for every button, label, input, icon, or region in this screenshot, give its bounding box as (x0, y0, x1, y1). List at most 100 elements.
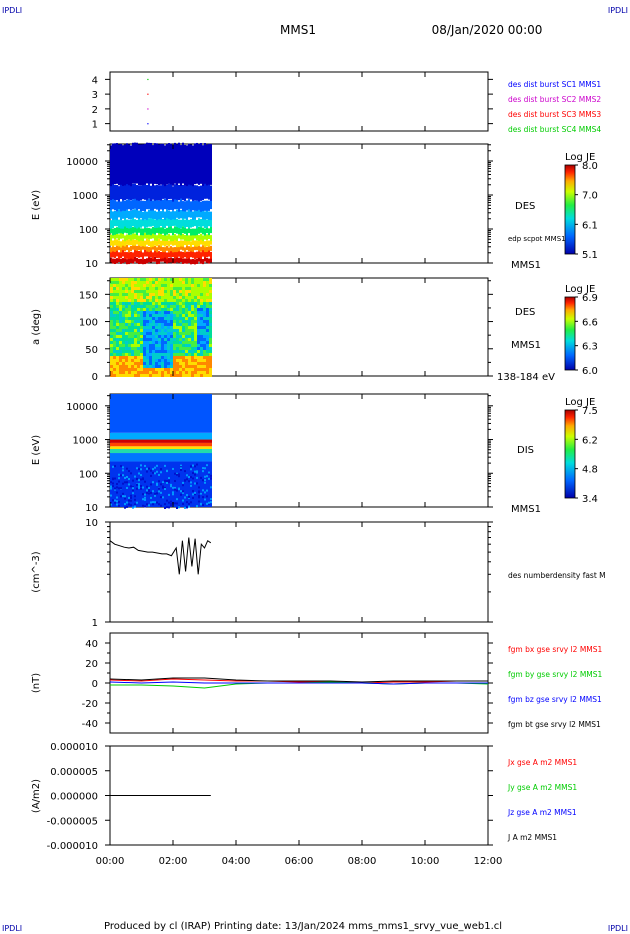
pitch-cell (182, 332, 185, 335)
pitch-cell (158, 281, 161, 284)
spectrogram-cell (198, 432, 200, 440)
pitch-cell (134, 353, 137, 356)
pitch-cell (161, 371, 164, 374)
pitch-cell (167, 317, 170, 320)
pitch-cell (131, 287, 134, 290)
spectrogram-cell (148, 247, 150, 253)
pitch-cell (203, 353, 206, 356)
pitch-cell (155, 296, 158, 299)
pitch-cell (146, 368, 149, 371)
pitch-cell (137, 347, 140, 350)
pitch-cell (158, 290, 161, 293)
spectrogram-cell (132, 239, 134, 246)
spectrogram-speckle (132, 489, 134, 492)
pitch-cell (128, 311, 131, 314)
spectrogram-cell (142, 442, 144, 447)
pitch-cell (122, 308, 125, 311)
pitch-cell (167, 359, 170, 362)
spectrogram-speckle (126, 505, 128, 508)
pitch-cell (110, 317, 113, 320)
spectrogram-cell (190, 432, 192, 440)
pitch-cell (179, 311, 182, 314)
spectrogram-cell (144, 461, 146, 507)
pitch-cell (173, 353, 176, 356)
spectrogram-speckle (120, 474, 122, 477)
pitch-cell (197, 308, 200, 311)
spectrogram-speckle (146, 470, 148, 473)
pitch-cell (149, 341, 152, 344)
spectrogram-cell (162, 432, 164, 440)
pitch-cell (122, 353, 125, 356)
dis-energy-sc: MMS1 (511, 504, 541, 515)
spectrogram-speckle (178, 488, 180, 491)
spectrogram-cell (152, 442, 154, 447)
pitch-cell (125, 356, 128, 359)
spectrogram-cell (140, 453, 142, 462)
pitch-cell (173, 302, 176, 305)
pitch-cell (110, 362, 113, 365)
pitch-cell (122, 281, 125, 284)
pitch-cell (116, 323, 119, 326)
pitch-cell (113, 356, 116, 359)
spectrogram-cell (190, 442, 192, 447)
pitch-cell (188, 281, 191, 284)
pitch-cell (116, 332, 119, 335)
pitch-cell (131, 359, 134, 362)
pitch-cell (134, 338, 137, 341)
pitch-cell (182, 365, 185, 368)
spectrogram-speckle (198, 486, 200, 489)
pitch-cell (116, 314, 119, 317)
spectrogram-cell (206, 183, 208, 199)
spectrogram-cell (128, 442, 130, 447)
spectrogram-cell (166, 448, 168, 454)
spectrogram-cell (174, 439, 176, 443)
pitch-cell (206, 344, 209, 347)
spectrogram-cell (144, 143, 146, 185)
spectrogram-cell (130, 439, 132, 443)
spectrogram-speckle (174, 486, 176, 489)
pitch-cell (170, 281, 173, 284)
xtick-label: 06:00 (285, 856, 314, 867)
pitch-cell (143, 305, 146, 308)
spectrogram-cell (172, 217, 174, 226)
spectrogram-speckle (128, 478, 130, 481)
pitch-cell (191, 290, 194, 293)
pitch-cell (185, 359, 188, 362)
spectrogram-speckle (130, 494, 132, 497)
pitch-cell (182, 329, 185, 332)
pitch-cell (209, 338, 212, 341)
pitch-cell (176, 338, 179, 341)
spectrogram-speckle (176, 498, 178, 501)
pitch-cell (188, 311, 191, 314)
spectrogram-speckle (156, 501, 158, 504)
pitch-cell (158, 335, 161, 338)
spectrogram-cell (144, 432, 146, 440)
pitch-cell (149, 311, 152, 314)
spectrogram-cell (114, 432, 116, 440)
pitch-cell (140, 293, 143, 296)
pitch-cell (152, 374, 155, 377)
spectrogram-cell (164, 448, 166, 454)
pitch-cell (131, 320, 134, 323)
spectrogram-cell (198, 186, 200, 202)
pitch-cell (128, 374, 131, 377)
pitch-cell (176, 371, 179, 374)
spectrogram-cell (210, 238, 212, 245)
spectrogram-cell (196, 228, 198, 236)
cbar-title-des-energy: Log JE (565, 152, 595, 163)
pitch-cell (188, 332, 191, 335)
spectrogram-cell (162, 448, 164, 454)
spectrogram-cell (174, 217, 176, 226)
spectrogram-speckle (178, 506, 180, 509)
pitch-cell (116, 281, 119, 284)
spectrogram-speckle (148, 467, 150, 470)
pitch-cell (179, 320, 182, 323)
spectrogram-cell (126, 238, 128, 245)
pitch-cell (131, 338, 134, 341)
pitch-cell (197, 332, 200, 335)
spectrogram-cell (130, 227, 132, 235)
spectrogram-cell (174, 461, 176, 507)
spectrogram-cell (118, 256, 120, 263)
pitch-cell (134, 302, 137, 305)
pitch-cell (185, 323, 188, 326)
